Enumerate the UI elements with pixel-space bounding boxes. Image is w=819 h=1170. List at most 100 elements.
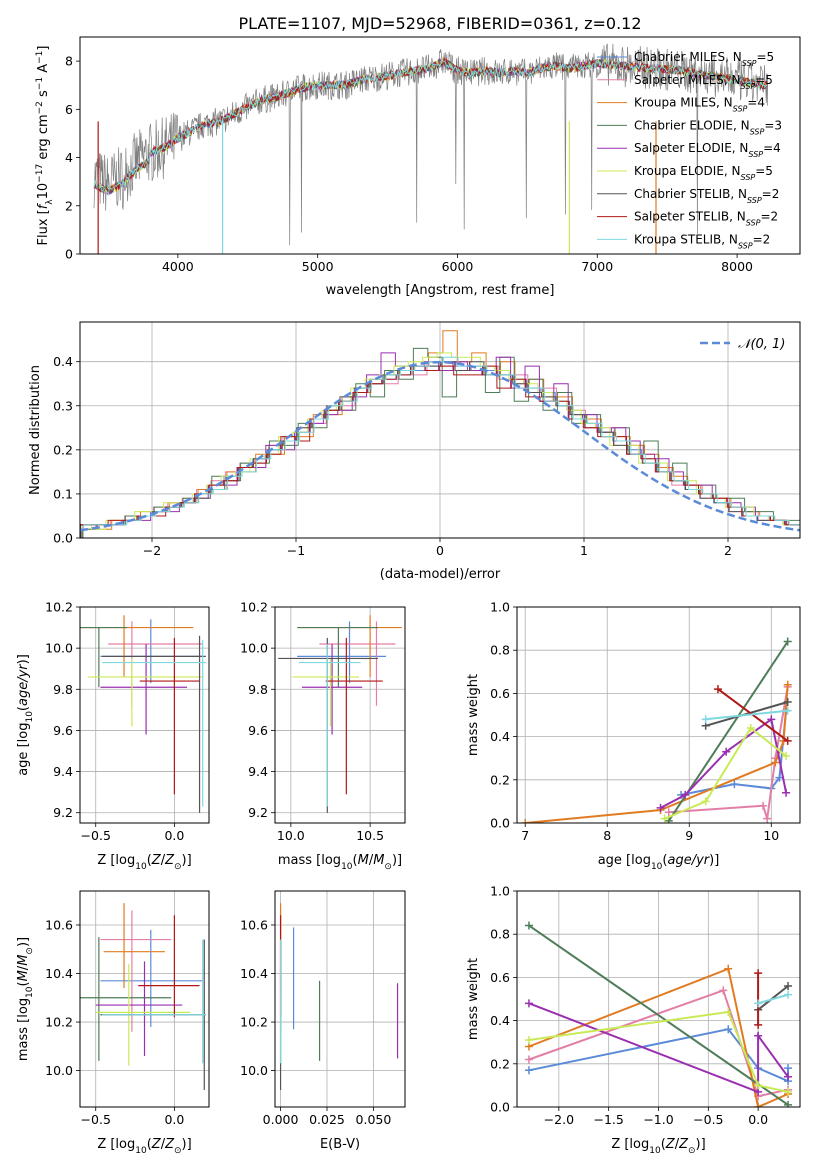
axes-frame — [516, 890, 801, 1108]
y-tick-label: 0.6 — [490, 970, 510, 985]
y-tick-label: 10.2 — [45, 600, 73, 615]
x-tick-label: −1 — [287, 543, 305, 558]
plot-area — [524, 921, 793, 1107]
y-tick-label: 0.8 — [490, 643, 510, 658]
y-tick-label: 9.4 — [248, 764, 268, 779]
weight-marker — [524, 1036, 533, 1045]
legend-entry-sub: SSP — [747, 195, 762, 204]
x-axis-label-part: ( — [147, 1137, 152, 1152]
weight-series — [701, 706, 792, 724]
weight-series — [754, 969, 763, 1029]
weight-marker — [724, 964, 733, 973]
weight-marker — [746, 723, 755, 732]
x-axis-label: mass [log10(M/M⊙)] — [278, 853, 402, 872]
x-axis-label-part: ( — [147, 853, 152, 868]
legend-entry: Kroupa STELIB, NSSP=2 — [634, 232, 770, 250]
weight-marker — [767, 715, 776, 724]
x-tick-label: 10.5 — [356, 828, 384, 843]
x-axis-label-part: )] — [182, 853, 192, 868]
plot-area — [279, 903, 399, 1091]
legend-entry: Chabrier ELODIE, NSSP=3 — [634, 118, 782, 136]
legend-entry: Salpeter ELODIE, NSSP=4 — [634, 141, 781, 159]
x-axis-label-part: )] — [182, 1137, 192, 1152]
x-axis-label-part: 10 — [651, 862, 663, 872]
y-tick-label: 10.0 — [45, 1063, 73, 1078]
weight-line — [757, 985, 789, 1011]
x-tick-label: −2 — [143, 543, 161, 558]
weight-marker — [759, 801, 768, 810]
errorbar-point — [102, 635, 206, 813]
legend-entry-base: Salpeter MILES, N — [634, 73, 741, 87]
weight-line — [528, 924, 789, 1106]
x-axis-label-part: Z — [164, 1137, 175, 1152]
y-tick-label: 9.8 — [53, 682, 73, 697]
legend-entry-sub: SSP — [748, 150, 763, 159]
weight-marker — [783, 736, 792, 745]
axes-frame — [274, 890, 406, 1108]
x-tick-label: 0.025 — [309, 1112, 345, 1127]
weight-line — [705, 701, 788, 727]
y-tick-label: 10.4 — [45, 966, 73, 981]
legend-entry: 𝒩(0, 1) — [738, 337, 785, 352]
weight-marker — [719, 986, 728, 995]
x-tick-label: −0.5 — [81, 1112, 111, 1127]
axes-frame — [79, 890, 210, 1108]
y-tick-label: 9.8 — [248, 682, 268, 697]
x-axis-label: (data-model)/error — [380, 567, 501, 582]
x-tick-label: 0.050 — [356, 1112, 392, 1127]
weight-series — [660, 723, 791, 823]
plot-area — [80, 330, 800, 538]
y-axis-label-part: mass [log — [16, 998, 31, 1061]
weight-marker — [524, 1066, 533, 1075]
y-axis-label-part: 10 — [25, 711, 35, 723]
weight-line — [528, 967, 789, 1107]
y-axis-label-part: ⊙ — [25, 947, 35, 955]
y-tick-label: 0.1 — [53, 486, 73, 501]
weight-marker — [754, 1031, 763, 1040]
y-axis-label-part: f — [36, 202, 51, 209]
y-tick-label: 10.4 — [240, 966, 268, 981]
weight-marker — [524, 999, 533, 1008]
axes-frame — [274, 606, 406, 824]
y-tick-label: 0.8 — [490, 927, 510, 942]
y-axis-label-part: Flux [ — [36, 209, 51, 245]
y-tick-label: 0.0 — [490, 1100, 510, 1115]
x-axis-label-part: / — [369, 853, 374, 868]
x-tick-label: 9 — [685, 828, 693, 843]
y-axis-label: age [log10(age/yr)] — [16, 654, 35, 776]
errorbar-point — [80, 937, 172, 1061]
x-tick-label: −0.5 — [693, 1112, 723, 1127]
y-tick-label: 10.0 — [45, 641, 73, 656]
weight-marker — [783, 637, 792, 646]
y-tick-label: 0 — [65, 247, 73, 262]
x-tick-label: −0.5 — [81, 828, 111, 843]
legend-entry-tail: =2 — [760, 210, 778, 224]
x-tick-label: 8 — [603, 828, 611, 843]
y-tick-label: 1.0 — [490, 600, 510, 615]
legend-entry-base: Chabrier ELODIE, N — [634, 118, 750, 132]
errorbar-point — [95, 961, 183, 1057]
weight-marker — [784, 982, 793, 991]
spectrum-model-line — [93, 57, 768, 196]
y-tick-label: 2 — [65, 198, 73, 213]
weight-marker — [754, 969, 763, 978]
y-axis-label-part: λ — [45, 199, 55, 205]
y-axis-label-part: M — [16, 955, 31, 966]
x-axis-label: Z [log10(Z/Z⊙)] — [97, 853, 191, 872]
axes-frame — [516, 606, 801, 824]
weight-marker — [722, 747, 731, 756]
x-axis-label-part: ⊙ — [174, 1146, 182, 1156]
x-axis-label-part: Z — [151, 1137, 162, 1152]
weight-marker — [724, 1025, 733, 1034]
weight-line — [705, 709, 788, 721]
legend-entry-base: Kroupa STELIB, N — [634, 232, 738, 246]
legend-entry: Kroupa ELODIE, NSSP=5 — [634, 164, 773, 182]
x-axis-label-part: Z [log — [97, 853, 135, 868]
x-axis-label-part: )] — [392, 853, 402, 868]
y-tick-label: 0.2 — [490, 772, 510, 787]
errorbar-point — [325, 637, 383, 795]
errorbar-point — [297, 621, 386, 684]
legend-entry-base: Chabrier MILES, N — [634, 50, 742, 64]
weight-marker — [724, 1007, 733, 1016]
